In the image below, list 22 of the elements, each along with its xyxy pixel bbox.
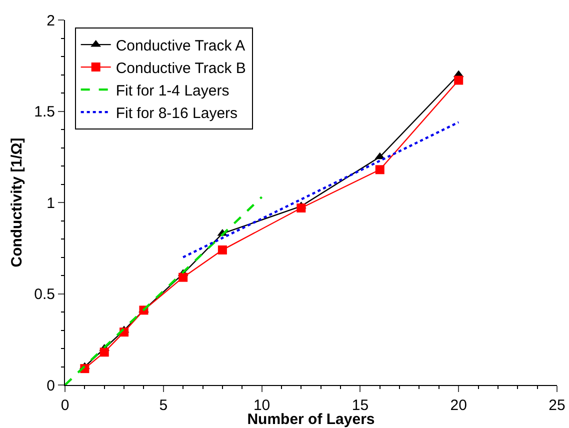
y-tick-label: 1 xyxy=(46,194,55,212)
legend-label: Fit for 1-4 Layers xyxy=(116,82,230,100)
y-tick-label: 0.5 xyxy=(34,286,55,303)
x-tick-label: 5 xyxy=(159,397,168,414)
legend-label: Conductive Track A xyxy=(116,37,246,54)
x-tick-label: 0 xyxy=(60,397,70,414)
x-tick-label: 20 xyxy=(450,397,467,414)
y-tick-label: 2 xyxy=(46,12,55,30)
x-axis-title: Number of Layers xyxy=(247,411,375,428)
legend-label: Fit for 8-16 Layers xyxy=(116,104,238,122)
point xyxy=(375,165,384,174)
y-tick-label: 1.5 xyxy=(34,104,55,120)
point xyxy=(454,76,464,85)
point xyxy=(100,348,109,357)
point xyxy=(178,272,188,282)
x-tick-label: 15 xyxy=(352,397,369,414)
y-axis-title: Conductivity [1/Ω] xyxy=(8,138,26,268)
x-tick-label: 10 xyxy=(253,397,270,414)
point xyxy=(218,245,227,254)
y-tick-label: 0 xyxy=(46,377,55,394)
x-tick-label: 25 xyxy=(548,397,566,414)
legend-label: Conductive Track B xyxy=(116,60,246,77)
